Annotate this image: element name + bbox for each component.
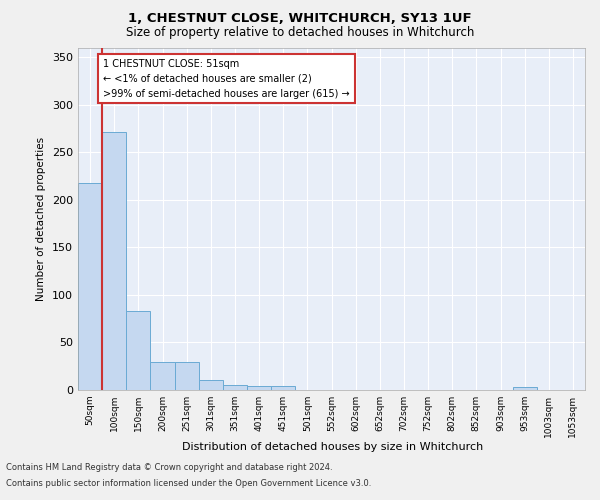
Text: Distribution of detached houses by size in Whitchurch: Distribution of detached houses by size … [182,442,484,452]
Bar [223,385,247,390]
Text: Size of property relative to detached houses in Whitchurch: Size of property relative to detached ho… [126,26,474,39]
Bar [175,362,199,390]
Y-axis label: Number of detached properties: Number of detached properties [37,136,46,301]
Bar [512,387,537,390]
Bar [199,380,223,390]
Text: 1, CHESTNUT CLOSE, WHITCHURCH, SY13 1UF: 1, CHESTNUT CLOSE, WHITCHURCH, SY13 1UF [128,12,472,26]
Bar [271,386,295,390]
Bar [151,362,175,390]
Text: Contains public sector information licensed under the Open Government Licence v3: Contains public sector information licen… [6,478,371,488]
Text: 1 CHESTNUT CLOSE: 51sqm
← <1% of detached houses are smaller (2)
>99% of semi-de: 1 CHESTNUT CLOSE: 51sqm ← <1% of detache… [103,59,350,98]
Text: Contains HM Land Registry data © Crown copyright and database right 2024.: Contains HM Land Registry data © Crown c… [6,464,332,472]
Bar [247,386,271,390]
Bar [78,182,102,390]
Bar [102,132,126,390]
Bar [126,311,151,390]
